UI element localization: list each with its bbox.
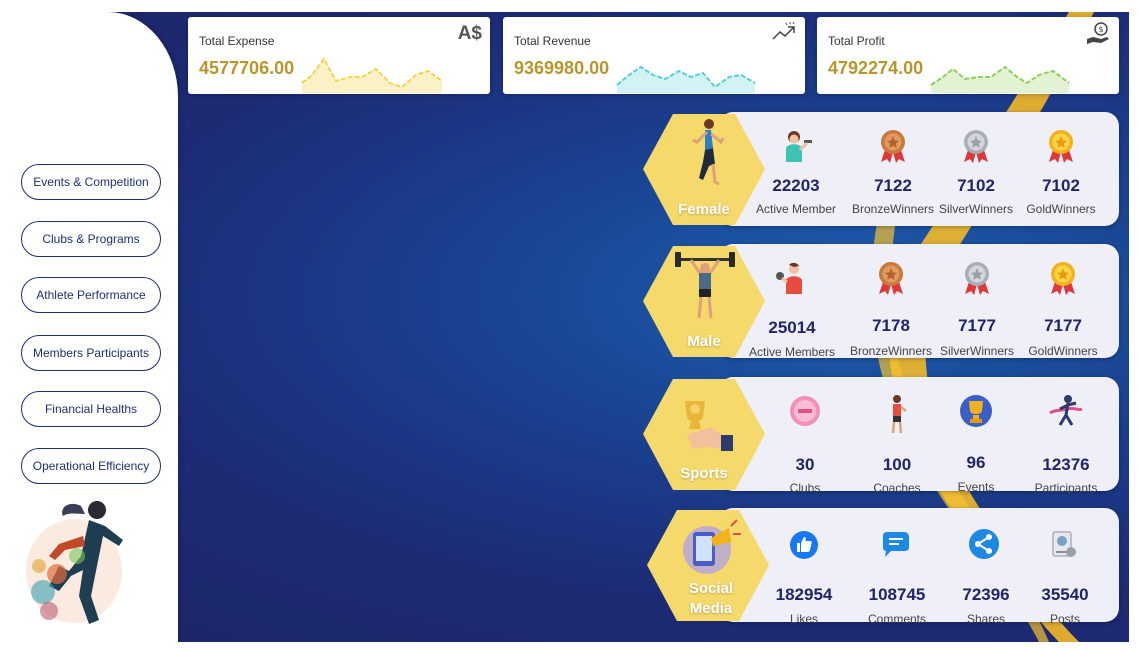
stat-label: BronzeWinners	[851, 202, 935, 216]
stat-label: SilverWinners	[939, 344, 1014, 358]
nav-clubs-programs-button[interactable]: Clubs & Programs	[21, 221, 161, 257]
stat-value: 7177	[1044, 316, 1082, 335]
sidebar: Events & Competition Clubs & Programs At…	[9, 12, 178, 642]
kpi-total-expense-card: Total Expense 4577706.00 A$	[188, 17, 490, 94]
bronze-medal-icon	[881, 130, 905, 163]
stat-label: Events	[957, 480, 995, 494]
silver-medal-icon	[964, 130, 988, 163]
stat-label: Active Members	[748, 345, 836, 359]
stat-value: 35540	[1041, 585, 1089, 604]
stat-label: Comments	[867, 612, 926, 626]
male-hexagon	[643, 246, 765, 357]
stat-label: Likes	[789, 612, 818, 626]
kpi-label: Total Profit	[828, 34, 885, 48]
trend-up-icon	[772, 21, 795, 40]
stat-label: Shares	[966, 612, 1006, 626]
female-panel	[719, 112, 1119, 226]
trophy-hand-icon	[685, 401, 733, 451]
coach-icon	[891, 395, 907, 434]
comment-icon	[883, 532, 909, 557]
stat-value: 96	[966, 453, 986, 472]
man-dumbbell-icon	[776, 262, 802, 294]
female-title: Female	[678, 201, 730, 218]
club-badge-icon	[790, 396, 820, 426]
social-media-panel	[719, 508, 1119, 622]
stat-label: Coaches	[873, 481, 921, 495]
kpi-value: 4792274.00	[828, 58, 924, 78]
nav-members-participants-button[interactable]: Members Participants	[21, 335, 161, 371]
male-title: Male	[687, 333, 721, 350]
megaphone-phone-icon	[683, 519, 741, 574]
stat-value: 7178	[872, 316, 910, 335]
expense-sparkline	[301, 57, 443, 93]
nav-operational-efficiency-button[interactable]: Operational Efficiency	[21, 448, 161, 484]
gold-medal-icon	[1051, 262, 1075, 295]
stat-value: 25014	[768, 318, 816, 337]
stat-label: Posts	[1049, 612, 1080, 626]
stat-value: 12376	[1042, 455, 1090, 474]
stat-value: 7177	[958, 316, 996, 335]
gold-medal-icon	[1049, 130, 1073, 163]
money-hand-icon: $	[1087, 22, 1109, 44]
share-icon	[969, 529, 999, 559]
profit-sparkline	[930, 65, 1070, 93]
stat-label: Clubs	[789, 481, 821, 495]
svg-text:$: $	[1098, 25, 1103, 34]
weightlifter-icon	[675, 252, 735, 319]
stat-value: 7102	[1042, 176, 1080, 195]
kpi-label: Total Revenue	[514, 34, 591, 48]
kpi-total-revenue-card: Total Revenue 9369980.00	[503, 17, 805, 94]
like-icon	[790, 531, 818, 559]
dashboard-frame: Events & Competition Clubs & Programs At…	[9, 12, 1129, 642]
stat-value: 108745	[868, 585, 926, 604]
sports-hexagon	[643, 379, 765, 490]
stat-label: SilverWinners	[938, 202, 1013, 216]
stat-value: 182954	[775, 585, 833, 604]
stat-value: 100	[882, 455, 912, 474]
social-media-hexagon	[647, 510, 769, 621]
bronze-medal-icon	[879, 262, 903, 295]
stat-label: Participants	[1034, 481, 1098, 495]
post-icon	[1052, 531, 1076, 557]
stat-value: 7122	[874, 176, 912, 195]
stat-label: GoldWinners	[1026, 202, 1096, 216]
nav-financial-healths-button[interactable]: Financial Healths	[21, 391, 161, 427]
stat-value: 72396	[962, 585, 1010, 604]
kpi-value: 9369980.00	[514, 58, 610, 78]
stat-value: 22203	[772, 176, 820, 195]
stat-label: BronzeWinners	[849, 344, 933, 358]
nav-athlete-performance-button[interactable]: Athlete Performance	[21, 277, 161, 313]
kpi-label: Total Expense	[199, 34, 275, 48]
woman-dumbbell-icon	[786, 131, 812, 162]
runner-finish-icon	[1049, 395, 1083, 426]
runner-watercolor-icon	[26, 501, 123, 624]
currency-icon: A$	[457, 23, 482, 44]
male-panel	[719, 244, 1119, 358]
trophy-icon	[960, 395, 992, 427]
female-hexagon	[643, 114, 765, 225]
kpi-value: 4577706.00	[199, 58, 295, 78]
stat-value: 30	[795, 455, 815, 474]
stat-label: GoldWinners	[1028, 344, 1098, 358]
kpi-total-profit-card: Total Profit 4792274.00 $	[817, 17, 1119, 94]
sports-panel	[719, 377, 1119, 491]
stat-label: Active Member	[755, 202, 837, 216]
stat-value: 7102	[957, 176, 995, 195]
revenue-sparkline	[616, 65, 756, 93]
social-media-title: Social Media	[688, 580, 734, 617]
nav-events-competition-button[interactable]: Events & Competition	[21, 164, 161, 200]
female-runner-icon	[692, 119, 725, 186]
silver-medal-icon	[965, 262, 989, 295]
sports-title: Sports	[680, 465, 728, 482]
